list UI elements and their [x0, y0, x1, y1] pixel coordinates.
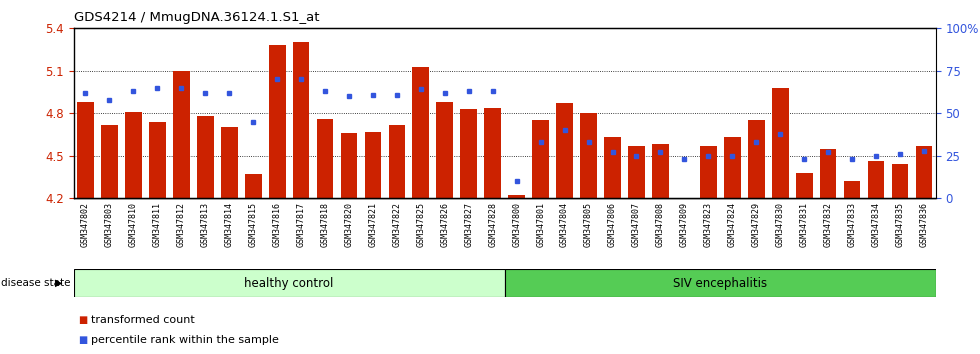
Bar: [748, 120, 764, 198]
Text: GSM347812: GSM347812: [176, 202, 186, 247]
Bar: [461, 109, 477, 198]
Text: GSM347816: GSM347816: [272, 202, 281, 247]
Bar: [532, 120, 549, 198]
Text: GSM347836: GSM347836: [919, 202, 928, 247]
Bar: [293, 42, 310, 198]
Text: GSM347811: GSM347811: [153, 202, 162, 247]
Bar: [628, 146, 645, 198]
Bar: [149, 122, 166, 198]
Text: GSM347813: GSM347813: [201, 202, 210, 247]
Bar: [101, 125, 118, 198]
Text: GSM347823: GSM347823: [704, 202, 712, 247]
Text: GSM347800: GSM347800: [513, 202, 521, 247]
Bar: [652, 144, 668, 198]
Bar: [604, 137, 621, 198]
Bar: [867, 161, 884, 198]
Text: GSM347834: GSM347834: [871, 202, 880, 247]
Text: GSM347815: GSM347815: [249, 202, 258, 247]
Text: percentile rank within the sample: percentile rank within the sample: [91, 335, 279, 345]
Text: GSM347814: GSM347814: [224, 202, 233, 247]
Text: GSM347803: GSM347803: [105, 202, 114, 247]
Bar: [245, 174, 262, 198]
Text: GSM347809: GSM347809: [680, 202, 689, 247]
Text: GSM347831: GSM347831: [800, 202, 808, 247]
Bar: [125, 112, 142, 198]
Text: GSM347824: GSM347824: [728, 202, 737, 247]
Bar: [819, 149, 837, 198]
Text: disease state: disease state: [1, 278, 71, 288]
Text: GSM347820: GSM347820: [345, 202, 354, 247]
Text: GSM347835: GSM347835: [896, 202, 905, 247]
Text: GSM347829: GSM347829: [752, 202, 760, 247]
Bar: [509, 195, 525, 198]
Bar: [317, 119, 333, 198]
Text: GSM347817: GSM347817: [297, 202, 306, 247]
Text: GSM347832: GSM347832: [823, 202, 833, 247]
Text: ■: ■: [78, 315, 87, 325]
Bar: [892, 164, 908, 198]
Text: GSM347833: GSM347833: [848, 202, 857, 247]
Bar: [413, 67, 429, 198]
Text: GSM347802: GSM347802: [81, 202, 90, 247]
Bar: [772, 88, 789, 198]
Bar: [796, 173, 812, 198]
Text: GSM347804: GSM347804: [561, 202, 569, 247]
Bar: [341, 133, 358, 198]
Text: GSM347801: GSM347801: [536, 202, 545, 247]
Text: GSM347828: GSM347828: [488, 202, 497, 247]
Text: GSM347827: GSM347827: [465, 202, 473, 247]
Text: transformed count: transformed count: [91, 315, 195, 325]
Bar: [724, 137, 741, 198]
Bar: [557, 103, 573, 198]
Bar: [388, 125, 406, 198]
Text: SIV encephalitis: SIV encephalitis: [673, 277, 767, 290]
Text: GSM347825: GSM347825: [416, 202, 425, 247]
Bar: [74, 269, 505, 297]
Bar: [844, 181, 860, 198]
Text: healthy control: healthy control: [244, 277, 334, 290]
Text: GSM347818: GSM347818: [320, 202, 329, 247]
Bar: [505, 269, 936, 297]
Text: ▶: ▶: [55, 278, 63, 288]
Text: GSM347805: GSM347805: [584, 202, 593, 247]
Text: ■: ■: [78, 335, 87, 345]
Text: GSM347821: GSM347821: [368, 202, 377, 247]
Bar: [436, 102, 453, 198]
Bar: [172, 71, 190, 198]
Text: GSM347826: GSM347826: [440, 202, 449, 247]
Bar: [220, 127, 237, 198]
Bar: [580, 113, 597, 198]
Bar: [77, 102, 94, 198]
Bar: [365, 132, 381, 198]
Text: GSM347807: GSM347807: [632, 202, 641, 247]
Bar: [484, 108, 501, 198]
Bar: [197, 116, 214, 198]
Text: GSM347810: GSM347810: [129, 202, 138, 247]
Text: GSM347830: GSM347830: [776, 202, 785, 247]
Text: GSM347822: GSM347822: [392, 202, 402, 247]
Bar: [915, 146, 932, 198]
Bar: [269, 45, 285, 198]
Text: GDS4214 / MmugDNA.36124.1.S1_at: GDS4214 / MmugDNA.36124.1.S1_at: [74, 11, 319, 24]
Bar: [700, 146, 716, 198]
Text: GSM347806: GSM347806: [608, 202, 617, 247]
Text: GSM347808: GSM347808: [656, 202, 664, 247]
